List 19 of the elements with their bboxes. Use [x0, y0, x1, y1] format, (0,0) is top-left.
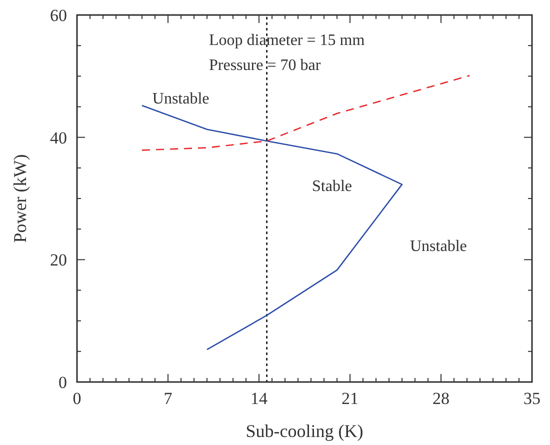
annotation: Unstable: [410, 238, 467, 255]
y-axis-title: Power (kW): [10, 154, 30, 243]
annotation: Pressure = 70 bar: [209, 57, 322, 74]
x-tick-label: 14: [250, 389, 268, 408]
x-tick-label: 35: [524, 389, 540, 408]
x-tick-label: 21: [342, 389, 358, 408]
annotation: Stable: [312, 178, 352, 195]
y-tick-label: 60: [50, 6, 67, 25]
line-series: [141, 104, 403, 350]
y-tick-label: 20: [50, 250, 67, 270]
y-tick-label: 40: [50, 128, 67, 148]
annotation: Unstable: [152, 90, 210, 108]
annotation: Loop diameter = 15 mm: [209, 32, 366, 49]
x-tick-label: 0: [72, 389, 82, 408]
line-series: [141, 74, 470, 151]
x-tick-label: 7: [164, 389, 173, 408]
x-tick-label: 28: [432, 389, 450, 408]
y-tick-label: 0: [58, 372, 67, 392]
x-axis-title: Sub-cooling (K): [246, 421, 364, 441]
